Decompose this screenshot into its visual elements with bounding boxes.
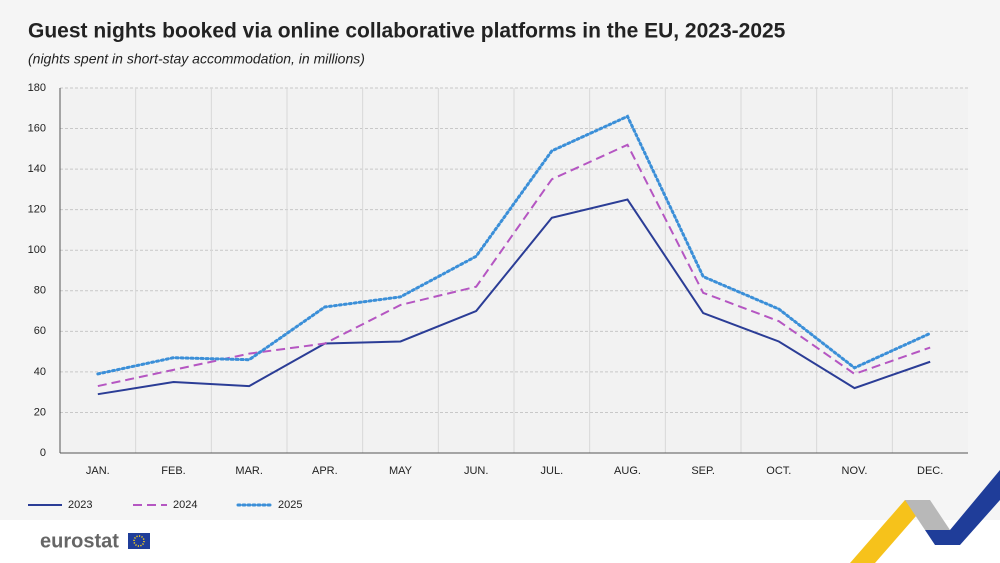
y-tick-label: 80 — [34, 285, 46, 297]
legend-label: 2025 — [278, 499, 302, 511]
y-tick-label: 0 — [40, 447, 46, 459]
line-series — [96, 114, 932, 376]
x-tick-label: MAY — [389, 465, 413, 477]
brand-logo: eurostat — [40, 530, 119, 552]
chart-title: Guest nights booked via online collabora… — [28, 20, 786, 43]
y-tick-label: 40 — [34, 366, 46, 378]
y-tick-label: 100 — [28, 244, 46, 256]
x-tick-label: JUL. — [541, 465, 564, 477]
y-tick-label: 20 — [34, 406, 46, 418]
y-tick-label: 180 — [28, 82, 46, 94]
chart-subtitle: (nights spent in short-stay accommodatio… — [28, 51, 365, 67]
x-tick-label: AUG. — [614, 465, 641, 477]
line-series — [97, 198, 931, 396]
x-tick-label: MAR. — [235, 465, 263, 477]
x-tick-label: OCT. — [766, 465, 791, 477]
x-tick-label: APR. — [312, 465, 338, 477]
line-series — [97, 143, 931, 388]
decoration — [850, 470, 1000, 563]
y-tick-label: 140 — [28, 163, 46, 175]
x-tick-label: FEB. — [161, 465, 185, 477]
eu-flag — [128, 533, 150, 549]
legend-label: 2024 — [173, 499, 197, 511]
x-tick-label: NOV. — [842, 465, 868, 477]
x-tick-label: JUN. — [464, 465, 488, 477]
y-tick-label: 120 — [28, 204, 46, 216]
x-tick-label: SEP. — [691, 465, 715, 477]
x-tick-label: DEC. — [917, 465, 943, 477]
footer-band — [0, 520, 1000, 563]
x-tick-label: JAN. — [86, 465, 110, 477]
y-tick-label: 60 — [34, 325, 46, 337]
y-tick-label: 160 — [28, 122, 46, 134]
legend-label: 2023 — [68, 499, 92, 511]
